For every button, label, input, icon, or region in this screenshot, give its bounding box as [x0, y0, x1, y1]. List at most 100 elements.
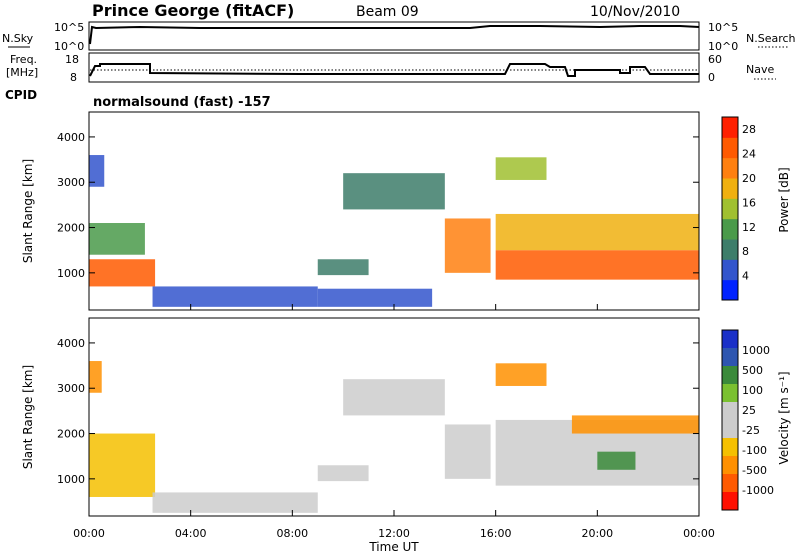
- velocity-colorbar-swatch: [722, 402, 738, 421]
- velocity-colorbar-tick: 100: [742, 384, 763, 397]
- y-tick-label: 3000: [57, 382, 85, 395]
- freq-trace: [89, 63, 699, 77]
- date-title: 10/Nov/2010: [590, 4, 680, 20]
- velocity-y-axis-label: Slant Range [km]: [21, 365, 35, 469]
- power-colorbar-swatch: [722, 137, 738, 159]
- cpid-label: CPID: [5, 88, 37, 102]
- velocity-colorbar-swatch: [722, 474, 738, 493]
- velocity-panel: 1000 2000 3000 4000 00:00 04:00 08:00 12:00 16:…: [21, 304, 715, 554]
- power-y-axis-label: Slant Range [km]: [21, 159, 35, 263]
- freq-label-line2: [MHz]: [6, 66, 38, 79]
- time-x-ticks: 00:00 04:00 08:00 12:00 16:00 20:00 00:00: [73, 304, 715, 540]
- power-region-8: [495, 250, 699, 280]
- power-region-7: [444, 218, 491, 273]
- power-colorbar-tick: 8: [742, 245, 749, 258]
- velocity-cells: [89, 361, 699, 513]
- velocity-region-9: [597, 451, 636, 470]
- velocity-colorbar-label: Velocity [m s⁻¹]: [777, 371, 791, 464]
- power-colorbar-swatch: [722, 259, 738, 281]
- power-colorbar-tick: 16: [742, 196, 756, 209]
- power-region-3: [152, 286, 318, 307]
- power-colorbar-swatch: [722, 218, 738, 240]
- x-tick-label: 00:00: [73, 527, 105, 540]
- power-colorbar-swatch: [722, 239, 738, 260]
- velocity-region-3: [317, 465, 369, 482]
- velocity-colorbar-frame: [721, 329, 739, 511]
- velocity-region-0: [89, 433, 156, 497]
- x-tick-label: 04:00: [175, 527, 207, 540]
- power-region-6: [343, 173, 445, 210]
- velocity-colorbar-swatch: [722, 456, 738, 475]
- velocity-colorbar-swatch: [722, 438, 738, 457]
- power-colorbar-swatch: [722, 178, 738, 199]
- velocity-region-7: [495, 363, 547, 386]
- nave-label: Nave: [746, 63, 774, 76]
- y-tick-label: 2000: [57, 428, 85, 441]
- y-tick-label: 2000: [57, 222, 85, 235]
- x-tick-label: 16:00: [480, 527, 512, 540]
- power-colorbar: 4 8 12 16 20 24 28: [721, 116, 756, 301]
- velocity-colorbar-tick: -100: [742, 444, 767, 457]
- velocity-colorbar-tick: 25: [742, 404, 756, 417]
- velocity-region-8: [571, 415, 699, 434]
- power-colorbar-frame: [721, 116, 739, 301]
- velocity-y-ticks: 1000 2000 3000 4000: [57, 337, 699, 486]
- velocity-colorbar: 1000 500 100 25 -25 -100 -500 -1000: [721, 329, 774, 511]
- velocity-region-4: [343, 379, 445, 416]
- velocity-colorbar-swatch: [722, 330, 738, 349]
- power-region-0: [89, 259, 156, 287]
- noise-bottom-tick: 10^0: [54, 40, 84, 53]
- velocity-colorbar-swatch: [722, 420, 738, 439]
- velocity-colorbar-swatch: [722, 348, 738, 367]
- velocity-colorbar-tick: 500: [742, 364, 763, 377]
- power-panel: 1000 2000 3000 4000 Slant Range [km]: [21, 111, 700, 311]
- nave-tick-0: 0: [708, 71, 715, 84]
- velocity-colorbar-swatch: [722, 384, 738, 403]
- velocity-region-5: [444, 424, 491, 479]
- power-panel-background: [89, 112, 699, 310]
- y-tick-label: 1000: [57, 267, 85, 280]
- power-y-ticks: 1000 2000 3000 4000: [57, 131, 699, 280]
- noise-panel-frame: [88, 21, 700, 51]
- freq-panel-frame: [88, 52, 700, 83]
- y-tick-label: 1000: [57, 473, 85, 486]
- noise-sky-trace: [89, 25, 700, 45]
- noise-bottom-tick-right: 10^0: [708, 40, 738, 53]
- power-region-1: [89, 223, 145, 255]
- y-tick-label: 4000: [57, 337, 85, 350]
- x-tick-label: 12:00: [378, 527, 410, 540]
- power-colorbar-tick: 24: [742, 148, 756, 161]
- y-tick-label: 3000: [57, 176, 85, 189]
- power-colorbar-swatch: [722, 157, 738, 179]
- power-region-4: [317, 259, 369, 276]
- freq-tick-18: 18: [65, 53, 79, 66]
- power-region-10: [495, 157, 547, 180]
- station-title: Prince George (fitACF): [92, 1, 294, 20]
- noise-top-tick-right: 10^5: [708, 21, 738, 34]
- velocity-colorbar-tick: -1000: [742, 484, 774, 497]
- power-colorbar-tick: 12: [742, 221, 756, 234]
- power-colorbar-swatch: [722, 279, 738, 301]
- x-tick-label: 00:00: [683, 527, 715, 540]
- velocity-region-1: [89, 361, 102, 393]
- noise-right-label: N.Search: [746, 32, 796, 45]
- velocity-colorbar-tick: 1000: [742, 344, 770, 357]
- power-cells: [89, 155, 699, 307]
- power-colorbar-tick: 4: [742, 270, 749, 283]
- x-tick-label: 20:00: [581, 527, 613, 540]
- cpid-program: normalsound (fast) -157: [93, 95, 271, 110]
- freq-label-line1: Freq.: [10, 53, 37, 66]
- power-colorbar-tick: 28: [742, 123, 756, 136]
- nave-tick-60: 60: [708, 53, 722, 66]
- power-colorbar-swatch: [722, 117, 738, 138]
- velocity-colorbar-swatch: [722, 492, 738, 511]
- power-region-5: [317, 288, 433, 307]
- noise-left-label: N.Sky: [2, 32, 34, 45]
- velocity-colorbar-swatch: [722, 366, 738, 385]
- y-tick-label: 4000: [57, 131, 85, 144]
- x-tick-label: 08:00: [276, 527, 308, 540]
- power-colorbar-label: Power [dB]: [777, 167, 791, 232]
- time-axis-label: Time UT: [368, 540, 419, 554]
- power-colorbar-tick: 20: [742, 172, 756, 185]
